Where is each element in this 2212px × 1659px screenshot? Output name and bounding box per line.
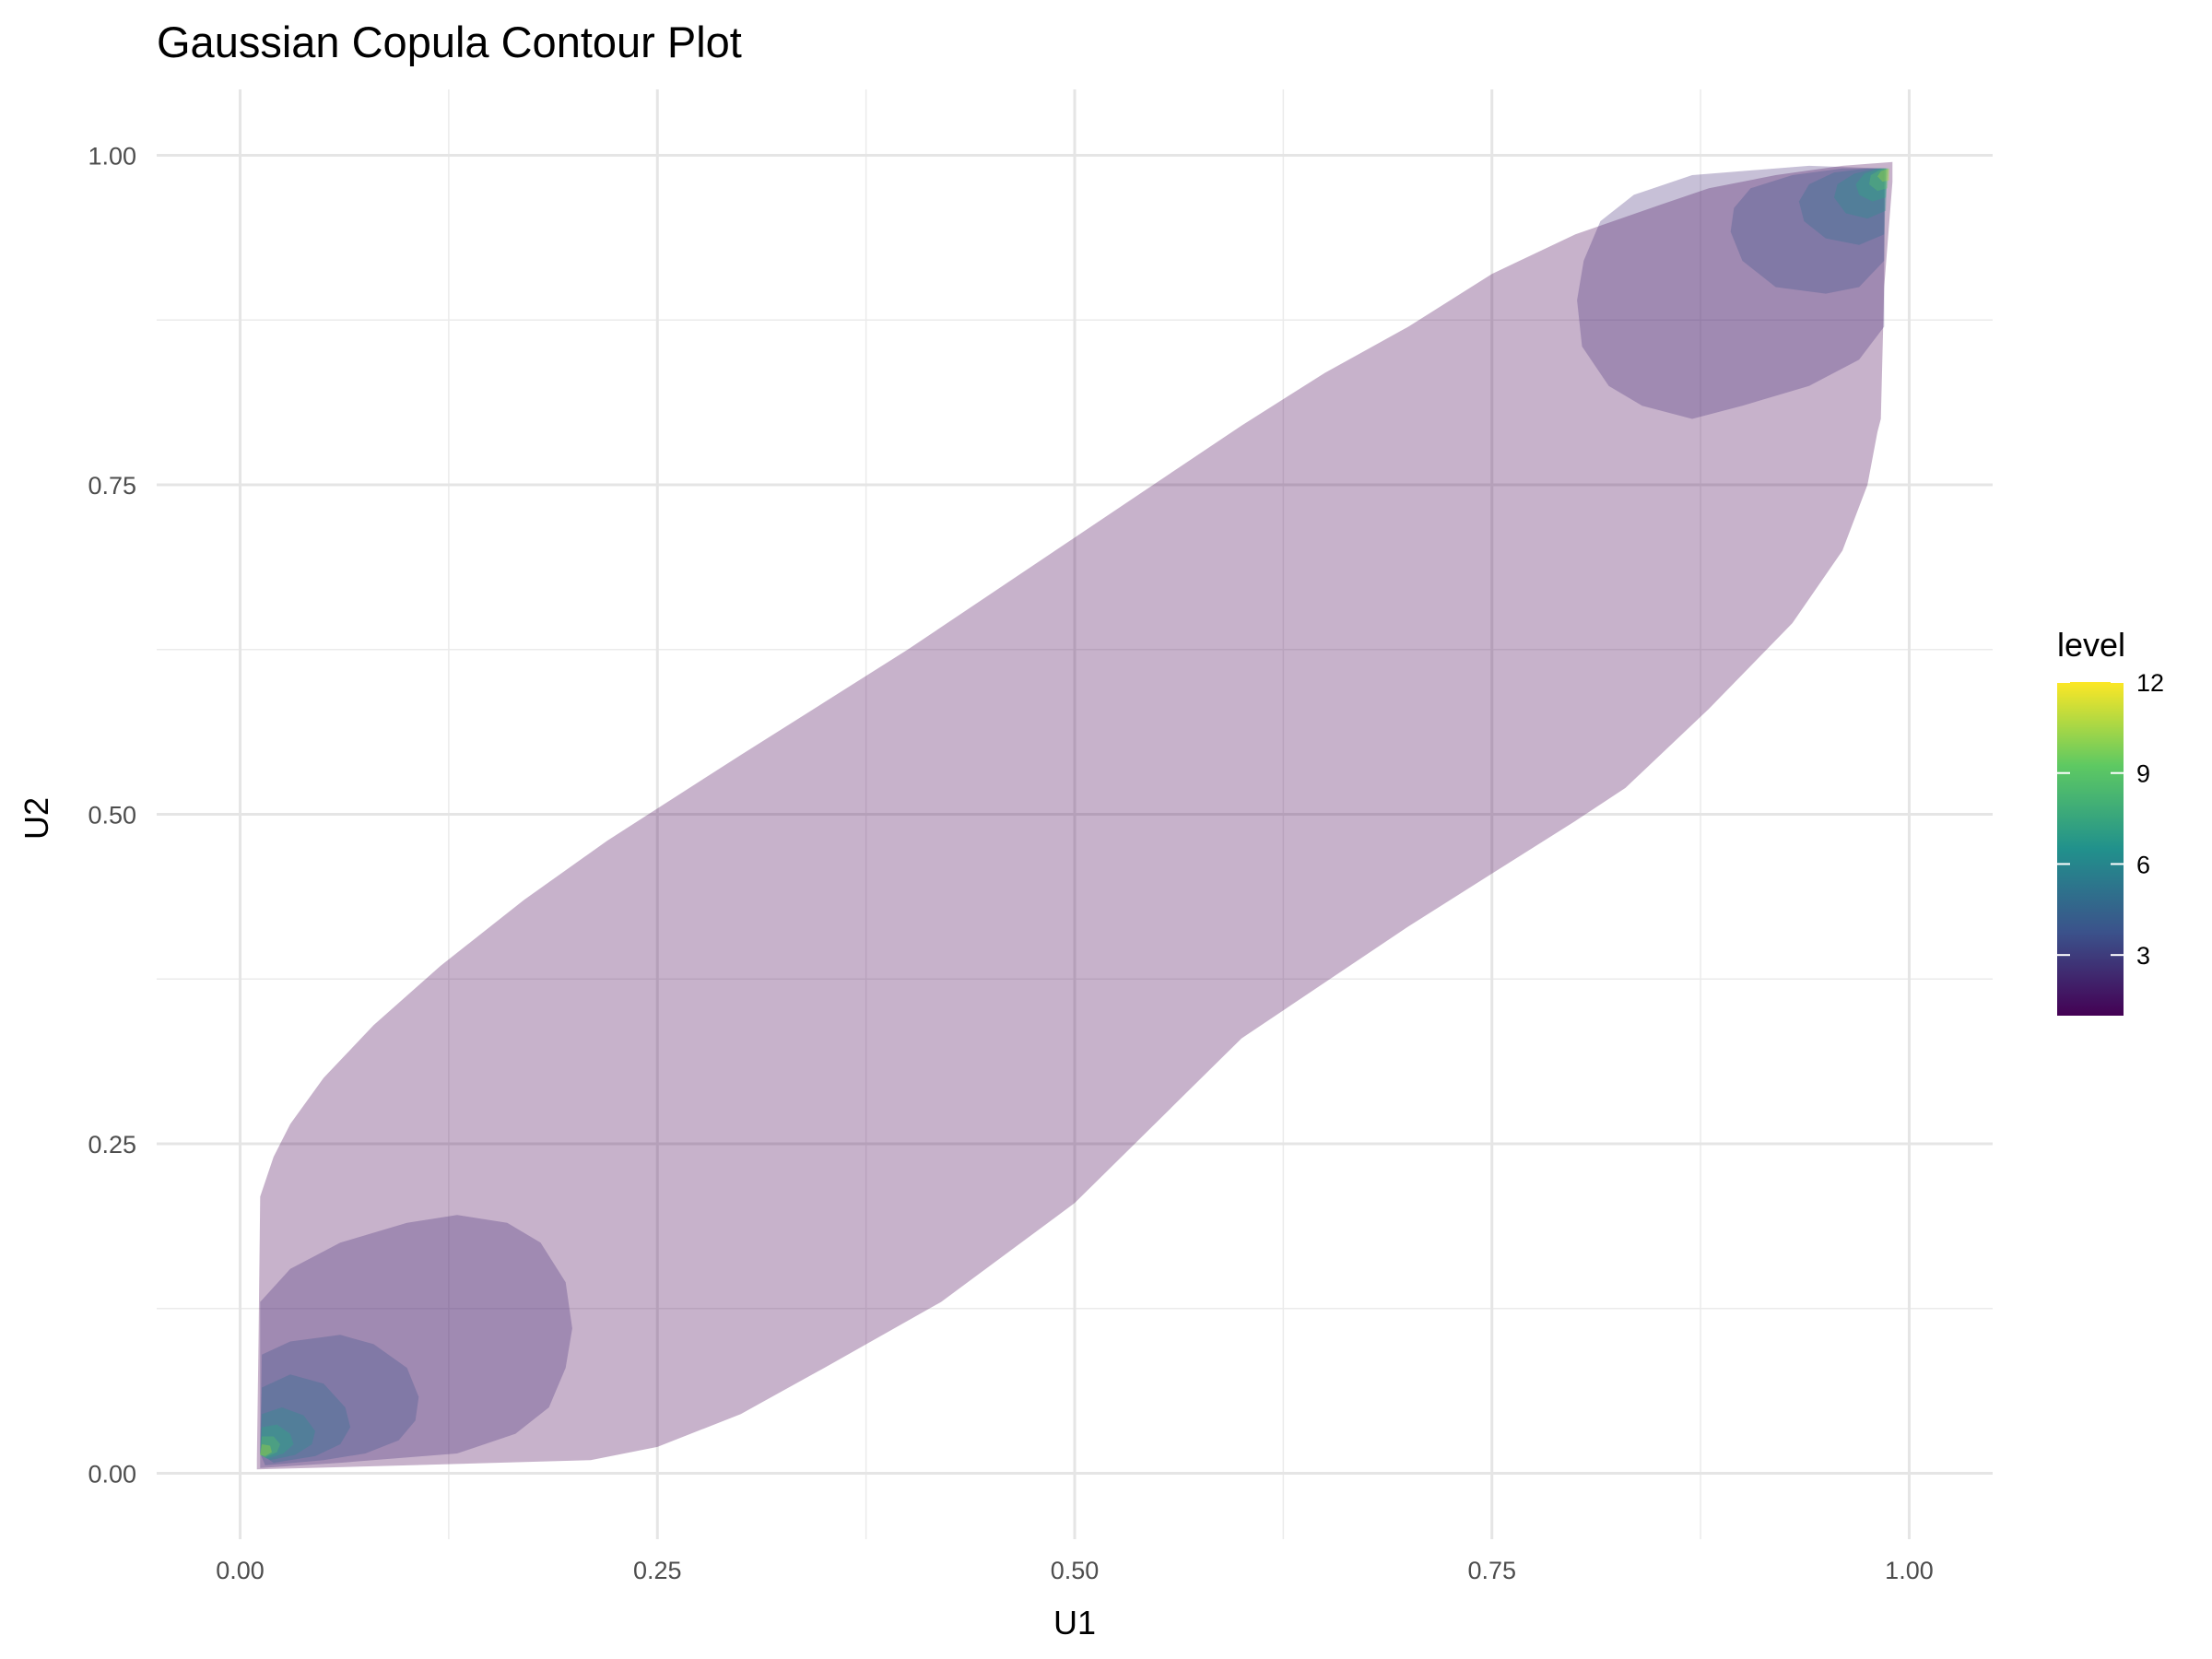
x-tick-label: 0.50 <box>1051 1557 1100 1584</box>
contour-band-level-6-part-1 <box>1869 168 1889 192</box>
contour-band-level-6-part-0 <box>260 1436 280 1458</box>
x-tick-label: 0.75 <box>1467 1557 1516 1584</box>
legend-tick-label: 3 <box>2136 942 2150 970</box>
legend-title: level <box>2057 626 2125 664</box>
legend-colorbar <box>2057 682 2124 1016</box>
x-tick-label: 0.25 <box>633 1557 682 1584</box>
contour-band-level-2-part-1 <box>1730 168 1887 294</box>
x-tick-label: 0.00 <box>216 1557 265 1584</box>
y-axis-title: U2 <box>18 797 55 840</box>
contour-band-level-3-part-1 <box>1798 168 1887 245</box>
contour-band-level-1-part-1 <box>1577 165 1885 419</box>
contour-band-level-0-part-0 <box>256 161 1893 1470</box>
x-tick-label: 1.00 <box>1885 1557 1934 1584</box>
major-gridlines <box>157 89 1993 1539</box>
x-axis-title: U1 <box>1053 1604 1096 1641</box>
y-tick-label: 0.00 <box>88 1461 136 1488</box>
y-tick-label: 0.50 <box>88 802 136 830</box>
legend: level 3 6 9 12 <box>2057 626 2164 1016</box>
contour-band-level-4-part-0 <box>260 1407 315 1461</box>
legend-ticks: 3 6 9 12 <box>2057 669 2164 970</box>
contour-band-level-4-part-1 <box>1834 168 1888 219</box>
legend-tick-label: 9 <box>2136 760 2150 788</box>
contour-fills <box>256 161 1893 1470</box>
contour-band-level-3-part-0 <box>260 1374 351 1464</box>
legend-tick-label: 6 <box>2136 851 2150 878</box>
y-tick-label: 0.75 <box>88 472 136 500</box>
y-tick-label: 0.25 <box>88 1131 136 1159</box>
y-axis-tick-labels: 0.00 0.25 0.50 0.75 1.00 <box>88 143 136 1488</box>
x-axis-tick-labels: 0.00 0.25 0.50 0.75 1.00 <box>216 1557 1933 1584</box>
contour-band-level-5-part-1 <box>1855 168 1888 202</box>
contour-band-level-1-part-0 <box>260 1215 572 1468</box>
contour-band-level-2-part-0 <box>260 1335 419 1465</box>
contour-band-level-7-part-1 <box>1877 168 1889 182</box>
legend-tick-label: 12 <box>2136 669 2164 697</box>
chart-title: Gaussian Copula Contour Plot <box>157 18 742 66</box>
contour-band-level-5-part-0 <box>260 1424 294 1459</box>
contour-band-level-7-part-0 <box>260 1444 272 1456</box>
y-tick-label: 1.00 <box>88 143 136 171</box>
